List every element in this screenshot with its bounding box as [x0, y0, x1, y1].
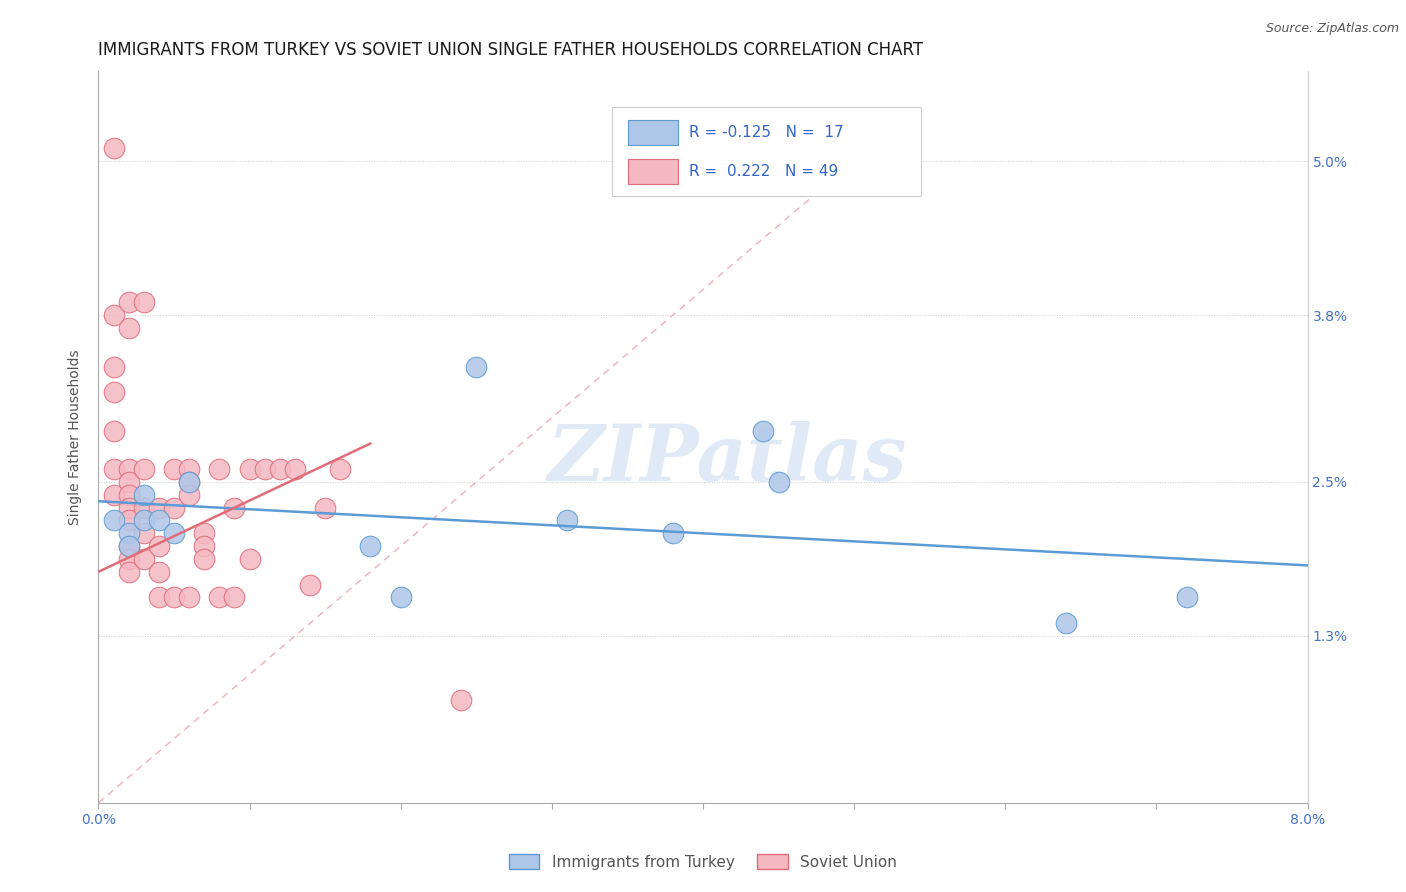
Point: [103, 141, 125, 155]
Point: [118, 475, 141, 489]
Point: [465, 359, 488, 374]
Point: [118, 488, 141, 502]
Point: [103, 462, 125, 476]
Point: [1175, 591, 1198, 605]
Point: [132, 514, 155, 528]
Point: [179, 475, 201, 489]
Point: [103, 359, 125, 374]
Point: [148, 500, 170, 515]
Y-axis label: Single Father Households: Single Father Households: [69, 350, 83, 524]
Point: [118, 295, 141, 310]
Point: [103, 488, 125, 502]
Point: [118, 565, 141, 579]
Point: [103, 385, 125, 400]
Point: [118, 500, 141, 515]
Point: [253, 462, 276, 476]
Point: [208, 462, 231, 476]
Point: [193, 526, 215, 541]
Point: [118, 462, 141, 476]
Point: [299, 577, 322, 591]
Point: [179, 462, 201, 476]
Point: [555, 514, 578, 528]
Point: [208, 591, 231, 605]
Point: [661, 526, 683, 541]
Text: R = -0.125   N =  17: R = -0.125 N = 17: [689, 125, 844, 139]
Point: [118, 514, 141, 528]
Point: [132, 526, 155, 541]
Point: [118, 526, 141, 541]
Point: [163, 462, 186, 476]
Point: [193, 552, 215, 566]
Point: [752, 424, 775, 438]
Point: [389, 591, 412, 605]
Point: [132, 488, 155, 502]
Point: [118, 539, 141, 553]
Point: [179, 475, 201, 489]
Point: [132, 552, 155, 566]
Text: R =  0.222   N = 49: R = 0.222 N = 49: [689, 164, 838, 178]
Text: ZIPatlas: ZIPatlas: [547, 421, 907, 497]
Point: [163, 591, 186, 605]
Text: Source: ZipAtlas.com: Source: ZipAtlas.com: [1265, 22, 1399, 36]
Point: [132, 462, 155, 476]
Point: [239, 462, 262, 476]
Point: [148, 591, 170, 605]
Point: [148, 514, 170, 528]
Point: [239, 552, 262, 566]
Point: [148, 539, 170, 553]
Point: [163, 500, 186, 515]
Point: [163, 526, 186, 541]
Point: [224, 500, 246, 515]
Point: [132, 500, 155, 515]
Point: [179, 488, 201, 502]
Legend: Immigrants from Turkey, Soviet Union: Immigrants from Turkey, Soviet Union: [503, 847, 903, 876]
Point: [450, 693, 472, 707]
Point: [132, 295, 155, 310]
Point: [768, 475, 790, 489]
Point: [224, 591, 246, 605]
Point: [179, 591, 201, 605]
Point: [314, 500, 336, 515]
Text: IMMIGRANTS FROM TURKEY VS SOVIET UNION SINGLE FATHER HOUSEHOLDS CORRELATION CHAR: IMMIGRANTS FROM TURKEY VS SOVIET UNION S…: [98, 41, 924, 59]
Point: [193, 539, 215, 553]
Point: [269, 462, 291, 476]
Point: [118, 552, 141, 566]
Point: [118, 539, 141, 553]
Point: [103, 424, 125, 438]
Point: [1054, 616, 1077, 631]
Point: [360, 539, 382, 553]
Point: [118, 321, 141, 335]
Point: [148, 565, 170, 579]
Point: [329, 462, 352, 476]
Point: [103, 514, 125, 528]
Point: [284, 462, 307, 476]
Point: [103, 308, 125, 322]
